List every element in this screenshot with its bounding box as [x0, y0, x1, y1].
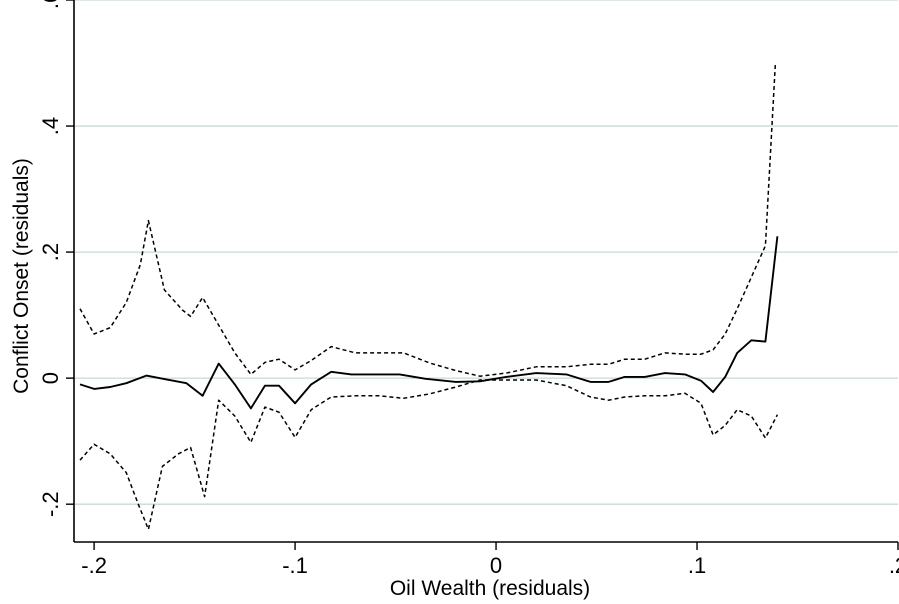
x-tick-label: 0: [490, 553, 502, 578]
y-tick-label: .4: [38, 117, 63, 135]
fitted-line: [79, 236, 779, 410]
y-tick-label: .6: [38, 0, 63, 9]
y-tick-label: .2: [38, 243, 63, 261]
x-axis-title: Oil Wealth (residuals): [390, 577, 590, 600]
x-tick-label: .1: [688, 553, 706, 578]
axes: [73, 0, 898, 543]
confidence-band-line: [79, 62, 777, 377]
tick-marks: -.2 0 .2 .4 .6 -.2 -.1 0 .1 .2: [38, 0, 899, 578]
y-tick-label: 0: [38, 372, 63, 384]
y-axis-title: Conflict Onset (residuals): [10, 158, 33, 394]
y-tick-label: -.2: [38, 491, 63, 517]
confidence-band-line: [79, 379, 779, 531]
x-tick-label: .2: [889, 553, 899, 578]
plot-series: [79, 62, 779, 531]
x-tick-label: -.1: [282, 553, 308, 578]
x-tick-label: -.2: [81, 553, 107, 578]
